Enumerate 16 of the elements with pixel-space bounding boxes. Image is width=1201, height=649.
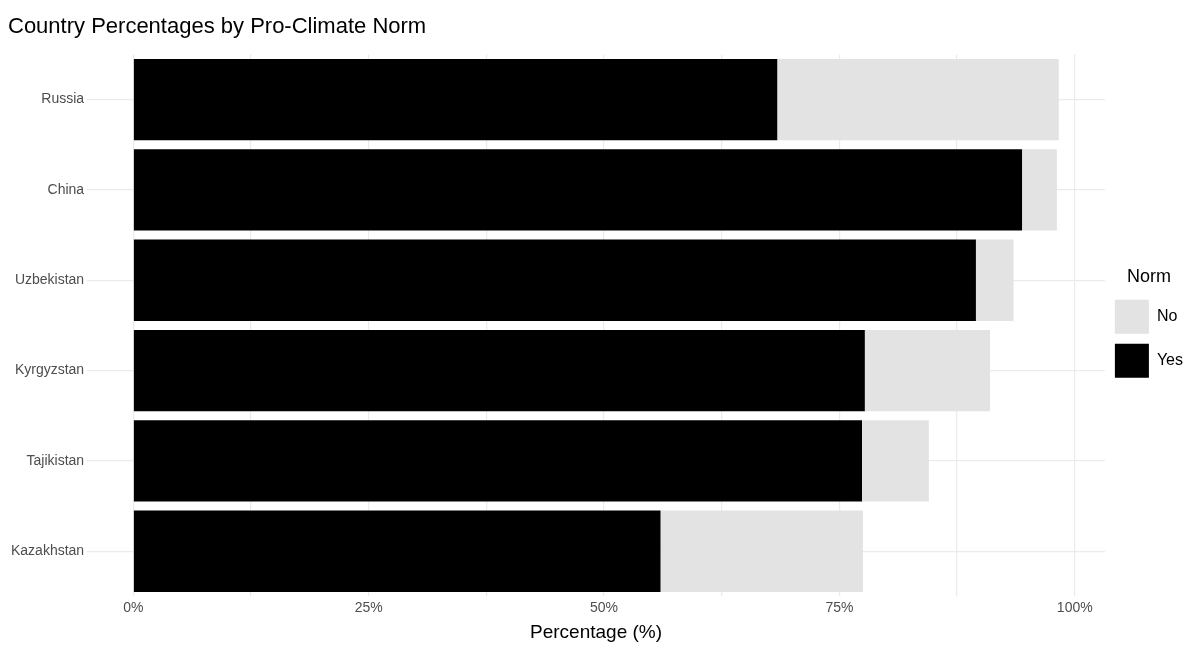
y-tick-label: Russia (41, 90, 85, 107)
y-tick-label: Kyrgyzstan (14, 361, 85, 378)
chart-title: Country Percentages by Pro-Climate Norm (8, 13, 427, 39)
x-tick-label: 25% (354, 598, 383, 615)
legend-label: No (1156, 307, 1178, 325)
legend-label: Yes (1156, 351, 1184, 369)
y-tick-label: China (47, 180, 85, 197)
x-tick-label: 0% (123, 598, 144, 615)
x-tick-label: 50% (590, 598, 619, 615)
y-tick-label: Tajikistan (26, 451, 85, 468)
x-tick-label: 75% (825, 598, 854, 615)
y-tick-label: Kazakhstan (10, 542, 85, 559)
x-axis-title: Percentage (%) (530, 620, 663, 642)
legend-title: Norm (1126, 266, 1171, 287)
x-tick-label: 100% (1056, 598, 1093, 615)
y-tick-label: Uzbekistan (14, 271, 85, 288)
